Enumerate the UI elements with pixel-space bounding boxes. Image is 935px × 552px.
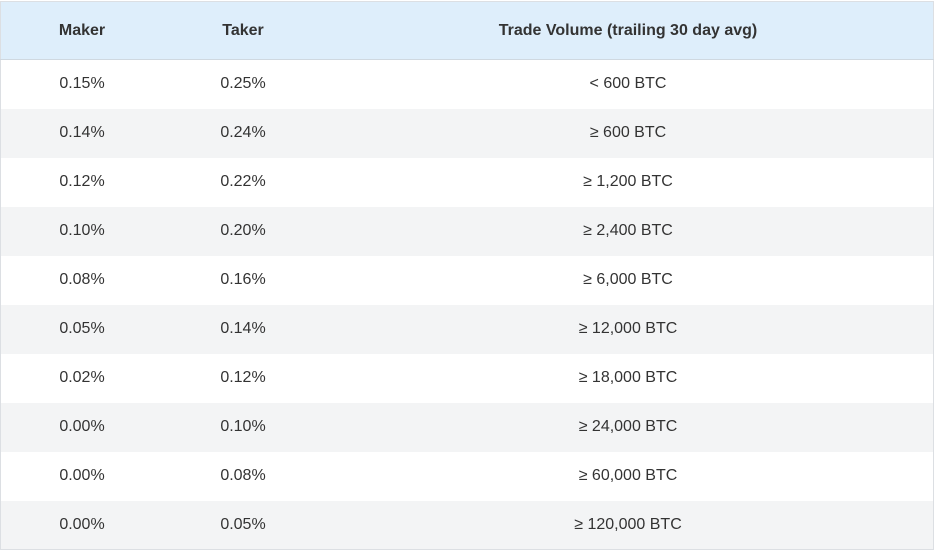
maker-fee-cell: 0.00% [59,515,105,533]
table-row: 0.00% 0.10% ≥ 24,000 BTC [0,402,934,452]
table-body: 0.15% 0.25% < 600 BTC 0.14% 0.24% ≥ 600 … [0,59,934,550]
trade-volume-cell: ≥ 1,200 BTC [583,173,673,190]
maker-fee-cell: 0.02% [59,369,105,386]
trade-volume-cell: ≥ 24,000 BTC [578,418,678,435]
taker-fee-cell: 0.22% [220,173,266,190]
maker-fee-cell: 0.12% [59,173,105,190]
taker-column-header: Taker [163,1,323,60]
header-row: Maker Taker Trade Volume (trailing 30 da… [0,1,934,60]
table-row: 0.00% 0.08% ≥ 60,000 BTC [0,451,934,501]
maker-fee-cell: 0.15% [59,75,105,93]
taker-fee-cell: 0.25% [220,75,266,93]
taker-fee-cell: 0.08% [220,467,266,484]
table-row: 0.15% 0.25% < 600 BTC [0,59,934,109]
table-row: 0.08% 0.16% ≥ 6,000 BTC [0,255,934,305]
maker-fee-cell: 0.00% [59,467,105,484]
maker-fee-cell: 0.00% [59,418,105,435]
maker-fee-cell: 0.10% [59,222,105,239]
taker-fee-cell: 0.05% [220,515,266,533]
maker-column-header: Maker [0,1,163,60]
trade-volume-cell: ≥ 12,000 BTC [578,320,678,337]
table-row: 0.00% 0.05% ≥ 120,000 BTC [0,500,934,550]
maker-fee-cell: 0.08% [59,271,105,288]
table-row: 0.05% 0.14% ≥ 12,000 BTC [0,304,934,354]
trade-volume-cell: ≥ 2,400 BTC [583,222,673,239]
table-row: 0.12% 0.22% ≥ 1,200 BTC [0,157,934,207]
trade-volume-cell: ≥ 6,000 BTC [583,271,673,288]
taker-fee-cell: 0.12% [220,369,266,386]
trade-volume-cell: ≥ 600 BTC [589,124,667,141]
table-row: 0.10% 0.20% ≥ 2,400 BTC [0,206,934,256]
trade-volume-cell: ≥ 60,000 BTC [578,467,678,484]
trade-volume-cell: ≥ 120,000 BTC [574,515,682,533]
taker-fee-cell: 0.20% [220,222,266,239]
trade-volume-cell: ≥ 18,000 BTC [578,369,678,386]
maker-fee-cell: 0.14% [59,124,105,141]
maker-fee-cell: 0.05% [59,320,105,337]
trade-volume-column-header: Trade Volume (trailing 30 day avg) [323,1,934,60]
table-row: 0.02% 0.12% ≥ 18,000 BTC [0,353,934,403]
taker-fee-cell: 0.10% [220,418,266,435]
table-header: Maker Taker Trade Volume (trailing 30 da… [0,1,934,60]
table-row: 0.14% 0.24% ≥ 600 BTC [0,108,934,158]
taker-fee-cell: 0.14% [220,320,266,337]
trade-volume-cell: < 600 BTC [589,75,667,93]
taker-fee-cell: 0.16% [220,271,266,288]
taker-fee-cell: 0.24% [220,124,266,141]
